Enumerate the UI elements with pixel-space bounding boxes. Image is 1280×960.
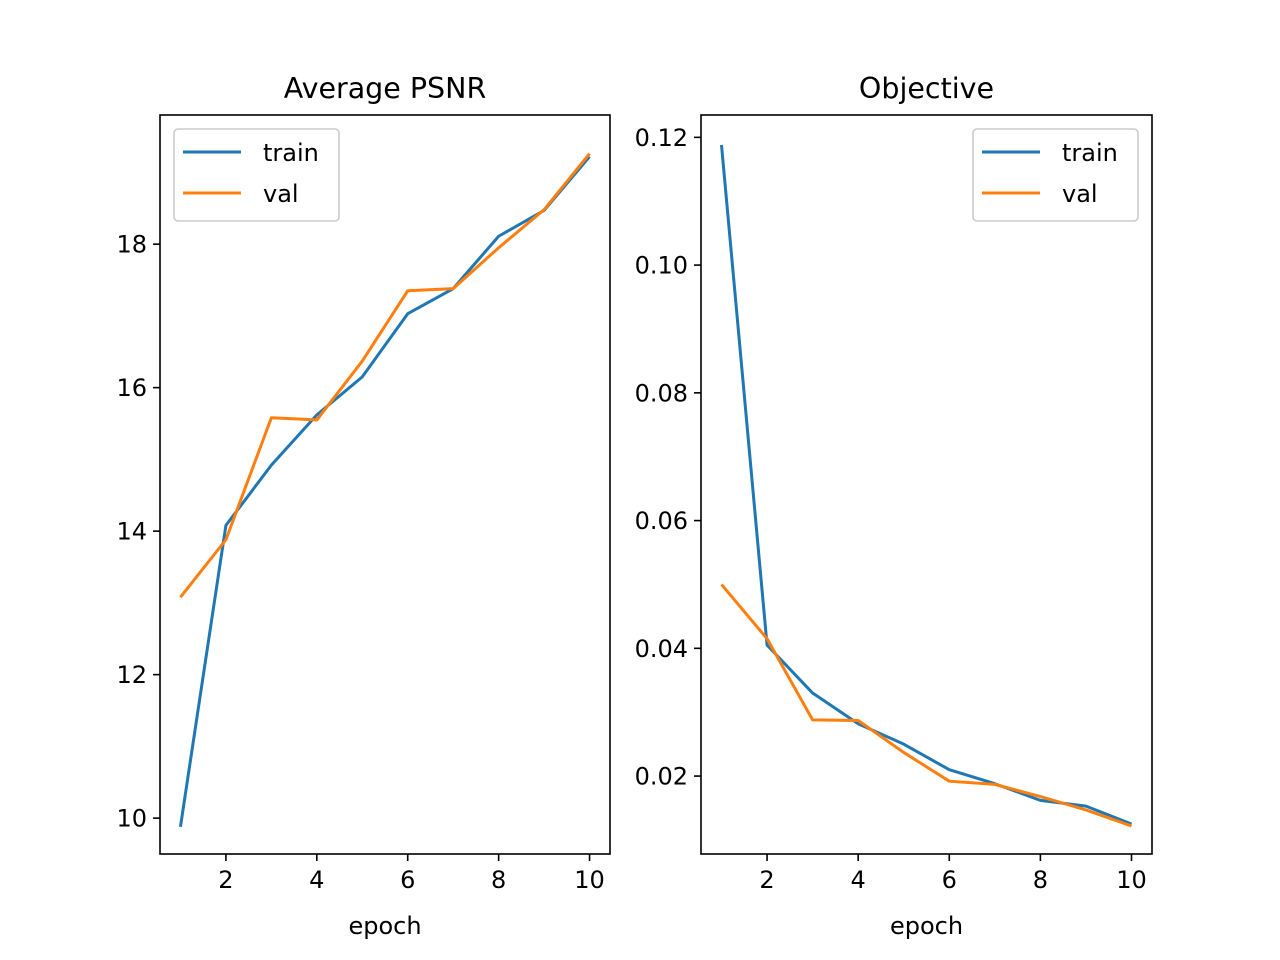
legend: train val <box>972 128 1139 222</box>
axes-frame <box>159 114 611 855</box>
legend-label-train: train <box>263 139 319 167</box>
series-line-val <box>720 583 1132 828</box>
x-axis-label: epoch <box>890 912 963 940</box>
y-tick-label: 0.04 <box>635 635 688 663</box>
x-axis-label: epoch <box>348 912 421 940</box>
chart-title: Average PSNR <box>284 72 487 105</box>
y-tick-label: 0.10 <box>635 252 688 280</box>
chart-title: Objective <box>859 72 994 105</box>
x-tick-label: 2 <box>759 866 774 894</box>
y-tick-label: 12 <box>116 661 147 689</box>
legend-label-train: train <box>1062 139 1118 167</box>
series-line-train <box>720 144 1133 826</box>
x-tick-label: 8 <box>491 866 506 894</box>
chart-average-psnr: Average PSNR 2 4 6 8 10 10 12 14 16 18 epoch train va… <box>116 72 611 940</box>
y-tick-label: 16 <box>116 374 147 402</box>
x-tick-label: 6 <box>942 866 957 894</box>
y-tick-label: 0.08 <box>635 379 688 407</box>
y-tick-label: 10 <box>116 805 147 833</box>
y-tick-label: 18 <box>116 231 147 259</box>
legend: train val <box>173 128 340 222</box>
x-tick-label: 10 <box>1116 866 1147 894</box>
x-tick-label: 4 <box>851 866 866 894</box>
y-tick-label: 0.12 <box>635 124 688 152</box>
x-tick-label: 2 <box>218 866 233 894</box>
legend-label-val: val <box>263 180 299 208</box>
y-tick-label: 0.06 <box>635 507 688 535</box>
x-tick-label: 8 <box>1033 866 1048 894</box>
legend-label-val: val <box>1062 180 1098 208</box>
x-tick-label: 10 <box>574 866 605 894</box>
series-line-val <box>179 152 591 599</box>
x-tick-label: 4 <box>309 866 324 894</box>
chart-objective: Objective 2 4 6 8 10 0.02 0.04 0.06 0.08 0.10 0.12 e… <box>635 72 1153 940</box>
x-tick-label: 6 <box>400 866 415 894</box>
y-tick-label: 0.02 <box>635 763 688 791</box>
series-line-train <box>178 155 591 827</box>
y-tick-label: 14 <box>116 518 147 546</box>
axes-frame <box>700 114 1153 855</box>
